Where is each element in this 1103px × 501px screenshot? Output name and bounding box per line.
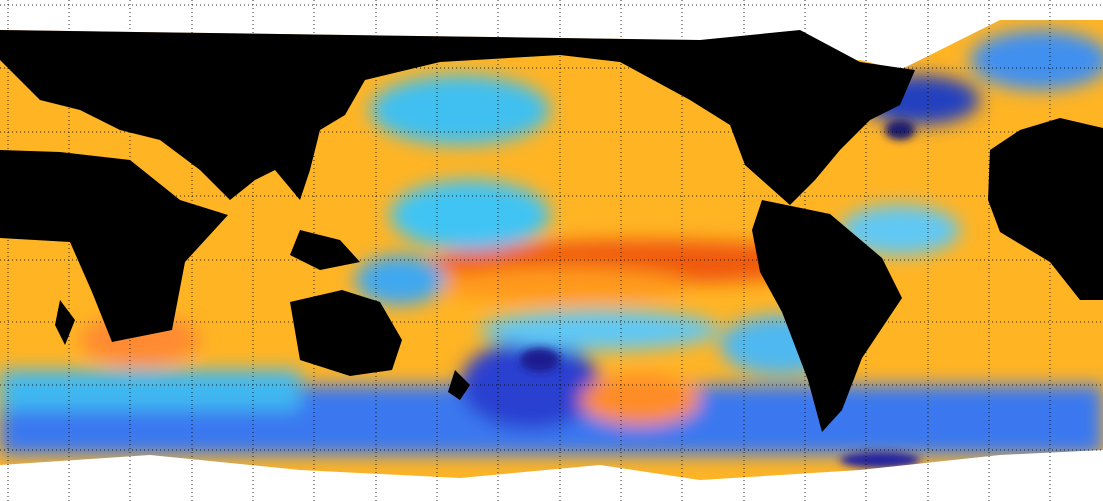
maritime-continent <box>290 230 360 270</box>
anomaly-patches <box>0 21 1103 455</box>
antarctic-ice <box>0 450 1103 501</box>
australia <box>290 290 402 376</box>
new-zealand <box>448 370 470 400</box>
cold-spots <box>520 120 920 468</box>
africa <box>0 150 228 342</box>
south-america <box>752 200 902 432</box>
land <box>0 30 1103 432</box>
northern-continents <box>0 30 915 205</box>
europe-africa-east <box>988 118 1103 300</box>
